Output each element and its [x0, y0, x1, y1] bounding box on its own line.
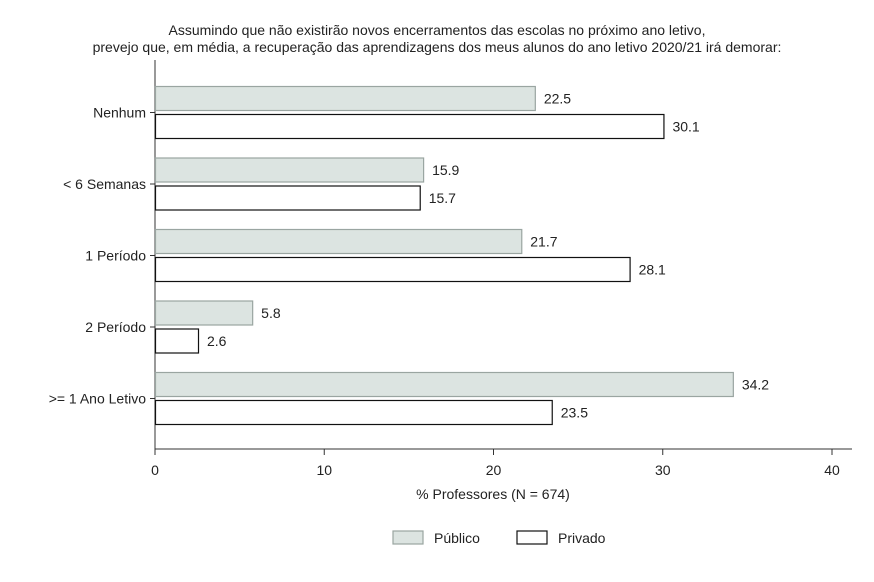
data-label: 34.2 — [742, 377, 769, 393]
data-label: 15.7 — [429, 190, 456, 206]
category-label: >= 1 Ano Letivo — [49, 391, 147, 407]
data-label: 15.9 — [432, 162, 459, 178]
category-label: 1 Período — [85, 248, 146, 264]
legend-swatch-privado — [516, 530, 548, 545]
bar-publico — [154, 157, 425, 183]
x-axis: 0 10 20 30 40 — [151, 448, 852, 478]
bar-privado — [154, 113, 665, 140]
data-label: 22.5 — [544, 91, 571, 107]
category-label: < 6 Semanas — [63, 176, 146, 192]
chart-title-line-1: Assumindo que não existirão novos encerr… — [169, 22, 706, 38]
x-tick-label: 10 — [316, 462, 332, 478]
legend-label: Privado — [558, 530, 606, 546]
x-tick-label: 30 — [655, 462, 671, 478]
data-label: 5.8 — [261, 305, 281, 321]
bar-publico — [154, 300, 254, 326]
x-axis-label: % Professores (N = 674) — [416, 486, 570, 502]
category-label: 2 Período — [85, 319, 146, 335]
bar-privado — [154, 399, 553, 426]
data-label: 21.7 — [530, 234, 557, 250]
legend-label: Público — [434, 530, 480, 546]
bar-publico — [154, 228, 523, 255]
bar-privado — [154, 328, 200, 354]
data-label: 2.6 — [207, 333, 227, 349]
chart-title: Assumindo que não existirão novos encerr… — [93, 22, 782, 55]
plot-area: Nenhum 22.5 30.1 < 6 Semanas 15.9 15.7 1 Perío… — [49, 60, 769, 449]
bar-publico — [154, 85, 536, 112]
bar-privado — [154, 256, 631, 283]
data-label: 28.1 — [639, 262, 666, 278]
x-tick-label: 0 — [151, 462, 159, 478]
legend-swatch-publico — [392, 530, 424, 545]
data-label: 30.1 — [672, 119, 699, 135]
legend: Público Privado — [392, 530, 606, 546]
x-tick-label: 40 — [824, 462, 840, 478]
x-tick-label: 20 — [486, 462, 502, 478]
bar-publico — [154, 371, 734, 398]
bar-privado — [154, 185, 421, 211]
chart-title-line-2: prevejo que, em média, a recuperação das… — [93, 39, 782, 55]
category-label: Nenhum — [93, 105, 146, 121]
data-label: 23.5 — [561, 405, 588, 421]
